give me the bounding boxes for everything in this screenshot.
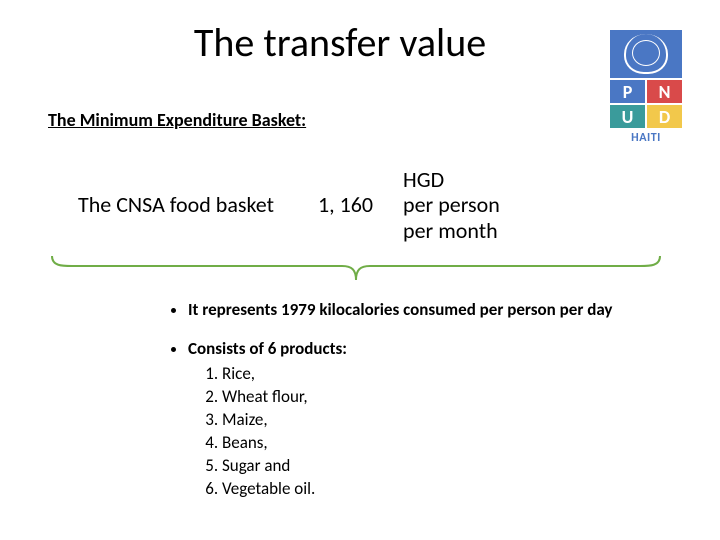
basket-amount: 1, 160 (318, 191, 373, 218)
product-3: Maize, (222, 409, 720, 432)
product-6: Vegetable oil. (222, 478, 720, 501)
product-1: Rice, (222, 363, 720, 386)
undp-logo: P N U D HAITI (610, 30, 682, 150)
bullet-products-lead: Consists of 6 products: (188, 338, 347, 359)
unit-line-2: per person (403, 192, 500, 217)
basket-unit: HGD per person per month (403, 167, 500, 243)
pnud-letter-u: U (610, 105, 645, 128)
bullet-kcal: It represents 1979 kilocalories consumed… (188, 299, 720, 320)
basket-label: The CNSA food basket (78, 191, 274, 218)
bullet-list: It represents 1979 kilocalories consumed… (188, 299, 720, 501)
bullet-products: Consists of 6 products: Rice, Wheat flou… (188, 338, 720, 501)
unit-line-1: HGD (403, 167, 500, 192)
pnud-letter-n: N (647, 80, 682, 103)
pnud-letter-p: P (610, 80, 645, 103)
logo-caption: HAITI (610, 131, 682, 145)
unit-line-3: per month (403, 218, 500, 243)
un-wreath-panel (610, 30, 682, 78)
product-5: Sugar and (222, 455, 720, 478)
brace-container (0, 253, 616, 283)
curly-brace-icon (48, 253, 664, 283)
un-wreath-icon (624, 34, 668, 74)
basket-row: The CNSA food basket 1, 160 HGD per pers… (0, 167, 720, 243)
product-list: Rice, Wheat flour, Maize, Beans, Sugar a… (222, 363, 720, 501)
product-2: Wheat flour, (222, 386, 720, 409)
pnud-grid: P N U D (610, 80, 682, 128)
pnud-letter-d: D (647, 105, 682, 128)
product-4: Beans, (222, 432, 720, 455)
